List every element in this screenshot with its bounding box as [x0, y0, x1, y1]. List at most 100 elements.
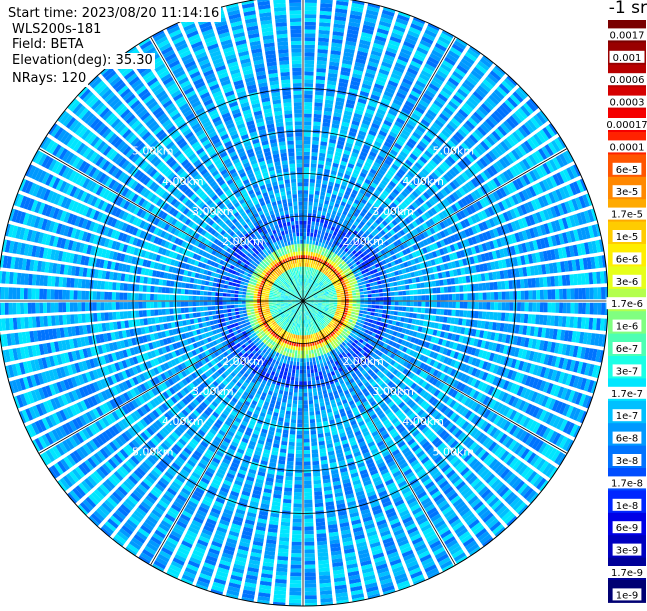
ppi-gate [295, 477, 302, 481]
ppi-gate [230, 294, 234, 297]
ppi-gate [104, 292, 108, 300]
ppi-gate [567, 303, 571, 314]
ppi-gate [294, 389, 298, 393]
ppi-gate [62, 290, 66, 300]
ppi-gate [108, 292, 112, 300]
ppi-gate [234, 294, 238, 297]
ppi-gate [154, 286, 158, 292]
ppi-gate [404, 318, 409, 323]
ppi-gate [391, 302, 395, 306]
ppi-gate [196, 307, 200, 312]
ppi-gate [242, 307, 246, 310]
ppi-gate [509, 313, 514, 322]
ppi-gate [112, 282, 116, 290]
ppi-gate [39, 289, 43, 300]
ppi-gate [294, 392, 298, 396]
ppi-gate [170, 315, 175, 321]
ppi-gate [366, 315, 370, 319]
ppi-gate [319, 375, 323, 380]
ppi-gate [295, 335, 297, 339]
ppi-gate [100, 292, 104, 300]
ppi-gate [296, 373, 299, 377]
ppi-gate [444, 309, 448, 315]
ppi-gate [288, 396, 292, 400]
ppi-gate [296, 370, 299, 374]
ppi-gate [228, 317, 232, 321]
ppi-gate [334, 301, 338, 302]
ppi-gate [158, 287, 162, 293]
ppi-gate [301, 316, 302, 320]
ppi-gate [204, 291, 208, 295]
ppi-gate [289, 599, 301, 603]
ppi-gate [292, 369, 295, 373]
ppi-gate [235, 291, 239, 294]
ppi-gate [316, 514, 325, 519]
ppi-gate [269, 296, 273, 298]
ppi-gate [300, 374, 303, 378]
ppi-gate [219, 306, 223, 310]
ppi-gate [223, 293, 227, 296]
ppi-gate [313, 392, 317, 396]
ppi-gate [146, 310, 150, 317]
ppi-gate [490, 312, 494, 320]
ppi-gate [289, 365, 292, 369]
ppi-gate [287, 457, 294, 461]
ppi-gate [310, 427, 315, 431]
ppi-gate [574, 303, 578, 314]
ppi-gate [119, 293, 123, 300]
ppi-gate [321, 355, 325, 359]
ppi-gate [290, 580, 301, 584]
ppi-gate [304, 316, 305, 320]
ppi-gate [221, 318, 226, 322]
ppi-gate [196, 296, 200, 300]
ppi-gate [204, 302, 208, 306]
ppi-gate [283, 495, 291, 500]
ppi-gate [124, 311, 128, 318]
ppi-gate [74, 290, 78, 299]
ppi-gate [283, 503, 292, 508]
ppi-gate [51, 316, 56, 326]
ppi-gate [350, 317, 354, 320]
ppi-gate [304, 400, 308, 404]
ppi-gate [307, 373, 310, 377]
ppi-gate [1, 303, 5, 315]
ppi-gate [254, 306, 258, 308]
ppi-gate [528, 302, 532, 311]
ppi-gate [276, 304, 280, 306]
ppi-gate [291, 549, 301, 553]
ppi-gate [320, 449, 327, 454]
ppi-gate [382, 314, 386, 318]
ppi-gate [70, 314, 75, 324]
ppi-gate [173, 288, 177, 293]
ppi-gate [389, 315, 393, 319]
ppi-gate [317, 426, 323, 431]
ppi-gate [299, 393, 303, 397]
ppi-gate [298, 404, 302, 408]
ppi-gate [317, 537, 327, 542]
ppi-gate [316, 380, 320, 384]
ppi-gate [353, 301, 357, 303]
ppi-gate [20, 303, 24, 314]
ppi-gate [223, 297, 227, 300]
ppi-gate [31, 303, 35, 314]
ppi-gate [394, 306, 398, 310]
ppi-gate [204, 296, 208, 300]
ppi-gate [66, 315, 71, 325]
ppi-gate [293, 519, 302, 523]
ppi-gate [314, 480, 322, 484]
ppi-gate [219, 310, 223, 314]
ppi-gate [297, 339, 299, 343]
ppi-gate [520, 314, 525, 323]
ppi-gate [349, 304, 353, 306]
ppi-gate [220, 314, 224, 318]
ppi-gate [289, 434, 295, 438]
ppi-gate [286, 472, 293, 476]
ppi-gate [547, 315, 552, 325]
ppi-gate [282, 437, 288, 442]
ppi-gate [293, 346, 296, 350]
ppi-gate [62, 315, 67, 325]
ppi-gate [316, 360, 319, 364]
ppi-gate [314, 396, 318, 400]
ppi-gate [360, 304, 364, 307]
ppi-gate [313, 345, 316, 349]
